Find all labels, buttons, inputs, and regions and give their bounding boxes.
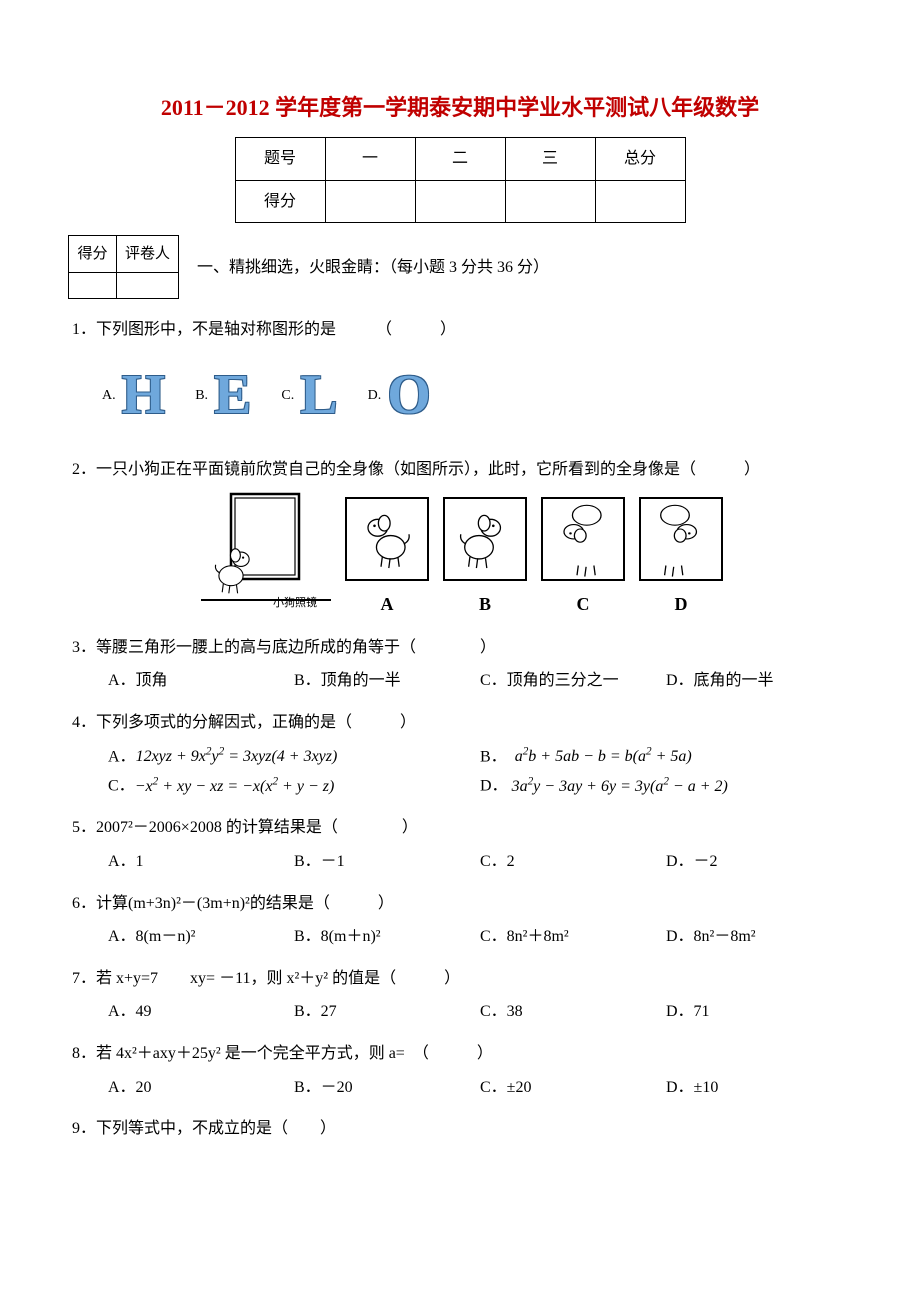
options: A．顶角 B．顶角的一半 C．顶角的三分之一 D．底角的一半 xyxy=(72,668,852,694)
table-row xyxy=(69,273,179,299)
option-label: A xyxy=(345,590,429,619)
dog-option-b: B xyxy=(443,497,527,618)
question-text: 5．2007²－2006×2008 的计算结果是（ ） xyxy=(72,815,852,841)
header-cell: 一 xyxy=(325,138,415,181)
score-cell: 得分 xyxy=(235,180,325,223)
option-b: B．－20 xyxy=(294,1075,480,1101)
options: A．20 B．－20 C．±20 D．±10 xyxy=(72,1075,852,1101)
option-label: B. xyxy=(195,385,208,407)
dog-option-c: C xyxy=(541,497,625,618)
option-d: D. O xyxy=(368,351,431,441)
score-cell xyxy=(325,180,415,223)
question-5: 5．2007²－2006×2008 的计算结果是（ ） A．1 B．－1 C．2… xyxy=(68,815,852,874)
dog-images-row: 小狗照镜 A xyxy=(72,490,852,619)
option-c: C．2 xyxy=(480,849,666,875)
option-b: B．－1 xyxy=(294,849,480,875)
grader-cell xyxy=(117,273,179,299)
section-header: 得分 评卷人 一、精挑细选，火眼金睛：（每小题 3 分共 36 分） xyxy=(68,235,852,299)
exam-title: 2011－2012 学年度第一学期泰安期中学业水平测试八年级数学 xyxy=(68,90,852,125)
options: A．49 B．27 C．38 D．71 xyxy=(72,999,852,1025)
option-d: D．±10 xyxy=(666,1075,852,1101)
option-b: B．顶角的一半 xyxy=(294,668,480,694)
question-6: 6．计算(m+3n)²－(3m+n)²的结果是（ ） A．8(m－n)² B．8… xyxy=(68,891,852,950)
question-text: 2．一只小狗正在平面镜前欣赏自己的全身像（如图所示），此时，它所看到的全身像是（… xyxy=(72,457,852,483)
option-label: A. xyxy=(102,385,116,407)
option-a: A．12xyz + 9x2y2 = 3xyz(4 + 3xyz) xyxy=(108,744,480,770)
section-label: 一、精挑细选，火眼金睛：（每小题 3 分共 36 分） xyxy=(197,255,549,281)
option-c: C．顶角的三分之一 xyxy=(480,668,666,694)
question-8: 8．若 4x²＋axy＋25y² 是一个完全平方式，则 a= （ ） A．20 … xyxy=(68,1041,852,1100)
option-a: A．1 xyxy=(108,849,294,875)
option-label: B xyxy=(443,590,527,619)
option-d: D． 3a2y − 3ay + 6y = 3y(a2 − a + 2) xyxy=(480,773,852,799)
option-c: C. L xyxy=(281,351,337,441)
question-text: 8．若 4x²＋axy＋25y² 是一个完全平方式，则 a= （ ） xyxy=(72,1041,852,1067)
option-a: A．49 xyxy=(108,999,294,1025)
question-1: 1．下列图形中，不是轴对称图形的是 （ ） A. H B. E C. L D. … xyxy=(68,317,852,440)
option-c: C．8n²＋8m² xyxy=(480,924,666,950)
option-label: D xyxy=(639,590,723,619)
question-7: 7．若 x+y=7 xy= －11，则 x²＋y² 的值是（ ） A．49 B．… xyxy=(68,966,852,1025)
question-4: 4．下列多项式的分解因式，正确的是（ ） A．12xyz + 9x2y2 = 3… xyxy=(68,710,852,799)
option-a: A．顶角 xyxy=(108,668,294,694)
header-cell: 三 xyxy=(505,138,595,181)
option-a: A．20 xyxy=(108,1075,294,1101)
score-cell xyxy=(505,180,595,223)
option-label: D. xyxy=(368,385,382,407)
question-text: 6．计算(m+3n)²－(3m+n)²的结果是（ ） xyxy=(72,891,852,917)
option-c: C．±20 xyxy=(480,1075,666,1101)
dog-option-a: A xyxy=(345,497,429,618)
grader-table: 得分 评卷人 xyxy=(68,235,179,299)
table-row: 得分 xyxy=(235,180,685,223)
option-b: B． a2b + 5ab − b = b(a2 + 5a) xyxy=(480,744,852,770)
table-row: 题号 一 二 三 总分 xyxy=(235,138,685,181)
question-text: 1．下列图形中，不是轴对称图形的是 （ ） xyxy=(72,317,852,343)
header-cell: 总分 xyxy=(595,138,685,181)
option-label: C xyxy=(541,590,625,619)
letter-l-icon: L xyxy=(300,351,337,441)
letter-o-icon: O xyxy=(387,351,431,441)
option-b: B. E xyxy=(195,351,251,441)
options: A．1 B．－1 C．2 D．－2 xyxy=(72,849,852,875)
letter-e-icon: E xyxy=(214,351,251,441)
option-d: D．8n²－8m² xyxy=(666,924,852,950)
mirror-label: 小狗照镜 xyxy=(273,595,317,613)
option-c: C．38 xyxy=(480,999,666,1025)
grader-cell xyxy=(69,273,117,299)
option-b: B．8(m＋n)² xyxy=(294,924,480,950)
mirror-image: 小狗照镜 xyxy=(201,490,331,619)
question-text: 9．下列等式中，不成立的是（ ） xyxy=(72,1116,852,1142)
option-d: D．底角的一半 xyxy=(666,668,852,694)
option-c: C．−x2 + xy − xz = −x(x2 + y − z) xyxy=(108,773,480,799)
question-text: 4．下列多项式的分解因式，正确的是（ ） xyxy=(72,710,852,736)
score-cell xyxy=(415,180,505,223)
score-cell xyxy=(595,180,685,223)
table-row: 得分 评卷人 xyxy=(69,236,179,273)
grader-cell: 得分 xyxy=(69,236,117,273)
letter-h-icon: H xyxy=(122,351,166,441)
dog-option-d: D xyxy=(639,497,723,618)
question-2: 2．一只小狗正在平面镜前欣赏自己的全身像（如图所示），此时，它所看到的全身像是（… xyxy=(68,457,852,619)
options-row: C．−x2 + xy − xz = −x(x2 + y − z) D． 3a2y… xyxy=(72,773,852,799)
option-d: D．71 xyxy=(666,999,852,1025)
options: A．8(m－n)² B．8(m＋n)² C．8n²＋8m² D．8n²－8m² xyxy=(72,924,852,950)
question-text: 7．若 x+y=7 xy= －11，则 x²＋y² 的值是（ ） xyxy=(72,966,852,992)
header-cell: 题号 xyxy=(235,138,325,181)
option-b: B．27 xyxy=(294,999,480,1025)
option-a: A. H xyxy=(102,351,165,441)
question-text: 3．等腰三角形一腰上的高与底边所成的角等于（ ） xyxy=(72,635,852,661)
question-9: 9．下列等式中，不成立的是（ ） xyxy=(68,1116,852,1142)
option-d: D．－2 xyxy=(666,849,852,875)
option-label: C. xyxy=(281,385,294,407)
header-cell: 二 xyxy=(415,138,505,181)
grader-cell: 评卷人 xyxy=(117,236,179,273)
letter-options: A. H B. E C. L D. O xyxy=(72,351,852,441)
option-a: A．8(m－n)² xyxy=(108,924,294,950)
score-table: 题号 一 二 三 总分 得分 xyxy=(235,137,686,223)
options-row: A．12xyz + 9x2y2 = 3xyz(4 + 3xyz) B． a2b … xyxy=(72,744,852,770)
question-3: 3．等腰三角形一腰上的高与底边所成的角等于（ ） A．顶角 B．顶角的一半 C．… xyxy=(68,635,852,694)
